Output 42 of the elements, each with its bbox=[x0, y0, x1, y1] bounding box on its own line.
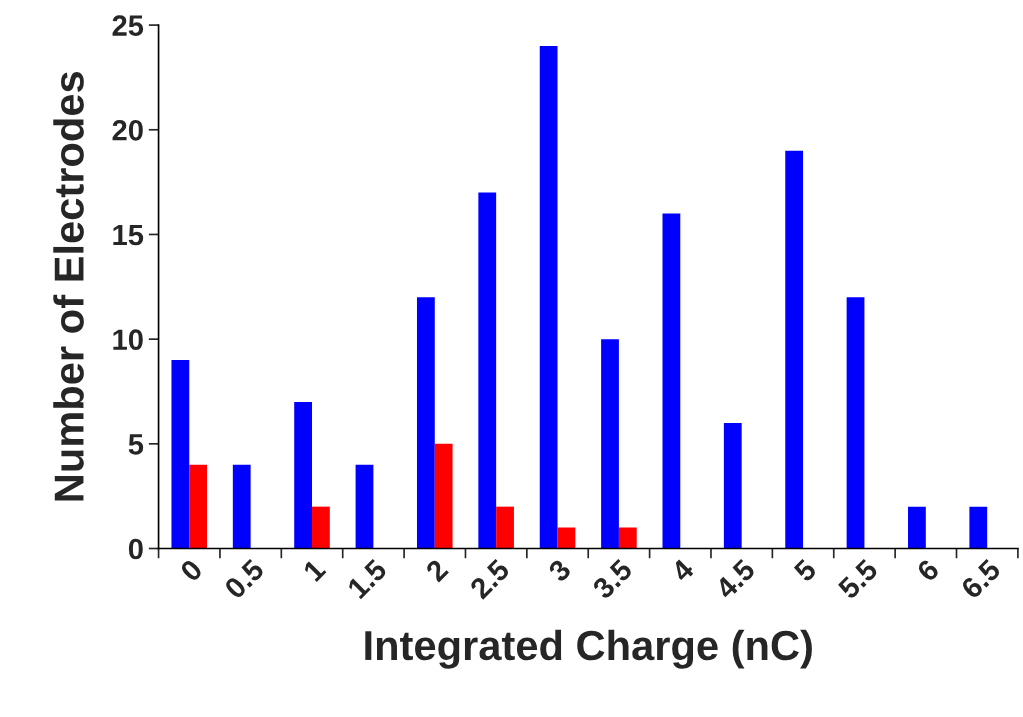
x-tick-label: 6 bbox=[915, 558, 941, 583]
bar bbox=[618, 527, 637, 549]
x-tick-label: 2 bbox=[424, 558, 449, 583]
x-tick-label: 3 bbox=[547, 558, 572, 584]
bar bbox=[969, 506, 988, 549]
x-tick-label: 1 bbox=[302, 558, 327, 582]
bar bbox=[908, 506, 926, 549]
bar bbox=[662, 213, 681, 549]
bar bbox=[232, 464, 251, 549]
x-tick-label: 5 bbox=[792, 558, 818, 583]
y-tick-label: 15 bbox=[113, 224, 144, 246]
bar bbox=[846, 297, 865, 549]
bar bbox=[434, 443, 453, 549]
x-tick-label: 6.5 bbox=[959, 557, 1002, 600]
x-tick-label: 4 bbox=[669, 557, 696, 583]
bar bbox=[312, 506, 330, 549]
bar bbox=[171, 360, 190, 549]
x-tick-label: 2.5 bbox=[468, 557, 511, 600]
bar bbox=[496, 506, 514, 549]
bar bbox=[478, 192, 497, 549]
bar bbox=[189, 464, 208, 549]
bar bbox=[601, 339, 619, 549]
x-tick-label: 5.5 bbox=[837, 558, 880, 601]
x-tick-label: 1.5 bbox=[346, 558, 388, 600]
x-tick-label: 0.5 bbox=[223, 557, 266, 600]
y-axis-title: Number of Electrodes bbox=[53, 72, 84, 501]
bar bbox=[723, 422, 742, 549]
bar bbox=[785, 150, 804, 549]
bar bbox=[557, 527, 576, 549]
x-tick-label: 4.5 bbox=[714, 558, 757, 601]
y-tick-label: 20 bbox=[112, 119, 143, 141]
y-tick-label: 10 bbox=[113, 329, 143, 350]
bar bbox=[294, 401, 313, 549]
x-tick-label: 3.5 bbox=[591, 557, 634, 601]
x-tick-label: 0 bbox=[179, 558, 204, 583]
y-tick-label: 0 bbox=[128, 538, 143, 560]
bar bbox=[416, 297, 435, 549]
x-axis-title: Integrated Charge (nC) bbox=[365, 629, 812, 669]
y-tick-label: 5 bbox=[128, 434, 144, 455]
y-tick-label: 25 bbox=[112, 15, 144, 36]
bar bbox=[539, 46, 558, 549]
bar bbox=[355, 464, 374, 549]
